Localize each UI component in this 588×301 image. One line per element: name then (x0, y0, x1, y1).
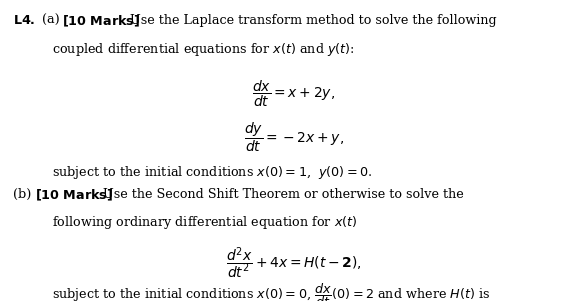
Text: coupled differential equations for $x(t)$ and $y(t)$:: coupled differential equations for $x(t)… (52, 41, 355, 57)
Text: Use the Laplace transform method to solve the following: Use the Laplace transform method to solv… (130, 14, 497, 26)
Text: $\mathbf{[10\ Marks]}$: $\mathbf{[10\ Marks]}$ (62, 14, 140, 29)
Text: $\dfrac{dy}{dt} = -2x + y,$: $\dfrac{dy}{dt} = -2x + y,$ (244, 120, 344, 154)
Text: subject to the initial conditions $x(0) = 1$,  $y(0) = 0$.: subject to the initial conditions $x(0) … (52, 164, 372, 181)
Text: subject to the initial conditions $x(0) = 0$, $\dfrac{dx}{dt}(0) = 2$ and where : subject to the initial conditions $x(0) … (52, 281, 490, 301)
Text: (a): (a) (42, 14, 60, 26)
Text: Use the Second Shift Theorem or otherwise to solve the: Use the Second Shift Theorem or otherwis… (103, 188, 464, 201)
Text: (b): (b) (13, 188, 31, 201)
Text: $\dfrac{dx}{dt} = x + 2y,$: $\dfrac{dx}{dt} = x + 2y,$ (252, 78, 336, 109)
Text: $\dfrac{d^2x}{dt^2} + 4x = H(t-\mathbf{2}),$: $\dfrac{d^2x}{dt^2} + 4x = H(t-\mathbf{2… (226, 245, 362, 281)
Text: $\mathbf{[10\ Marks]}$: $\mathbf{[10\ Marks]}$ (35, 188, 113, 203)
Text: following ordinary differential equation for $x(t)$: following ordinary differential equation… (52, 214, 357, 231)
Text: $\mathbf{L4.}$: $\mathbf{L4.}$ (13, 14, 35, 26)
